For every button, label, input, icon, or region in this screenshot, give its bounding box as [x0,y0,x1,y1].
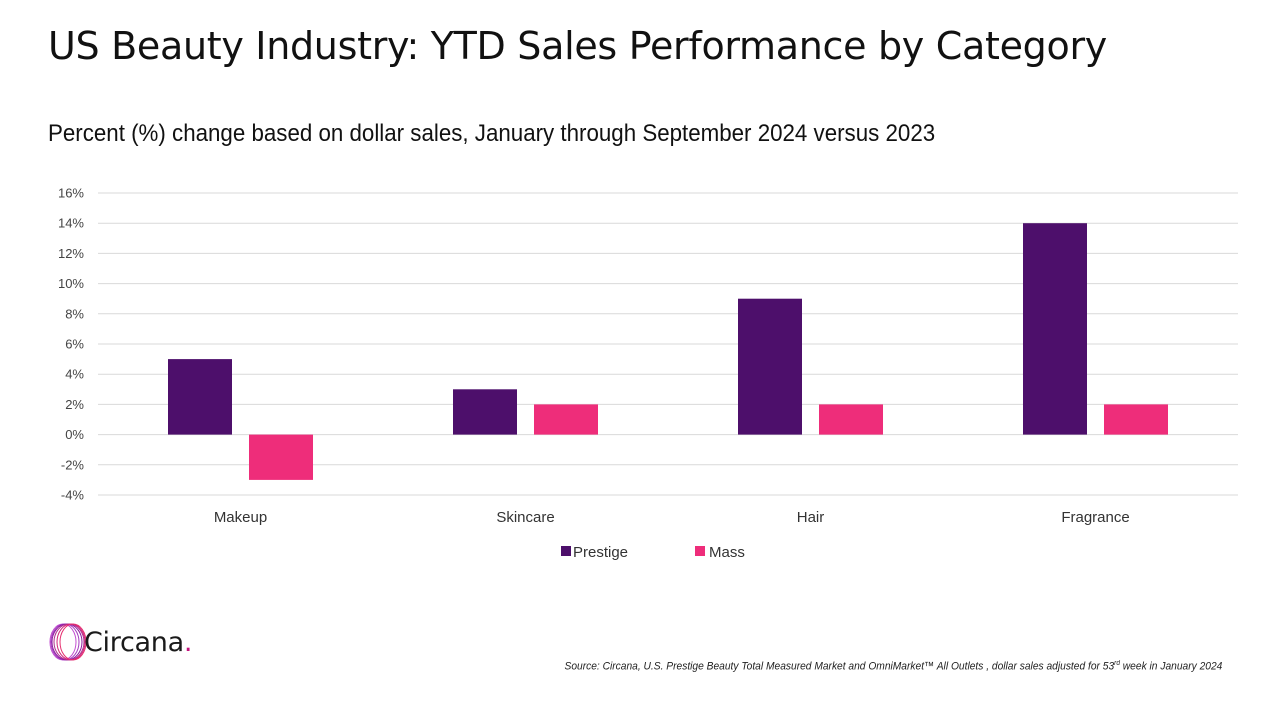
legend-swatch-mass [695,546,705,556]
y-tick-label: 16% [58,186,84,201]
circana-logo-dot: . [183,626,193,658]
y-tick-label: 0% [65,427,84,442]
y-tick-label: -2% [61,457,85,472]
bar-mass-hair [819,404,883,435]
circana-logo-mark-icon [49,623,87,661]
source-text-end: week in January 2024 [1119,660,1222,673]
bar-mass-makeup [249,434,313,480]
chart-title: US Beauty Industry: YTD Sales Performanc… [48,24,1107,68]
legend: Prestige Mass [561,544,745,561]
source-superscript: rd [1113,660,1120,667]
circana-logo-text: Circana [84,626,184,658]
y-tick-label: -4% [61,488,85,503]
y-tick-label: 2% [65,397,84,412]
source-note: Source: Circana, U.S. Prestige Beauty To… [564,660,1222,673]
y-tick-label: 10% [58,276,84,291]
bar-prestige-fragrance [1023,223,1087,435]
chart-subtitle: Percent (%) change based on dollar sales… [48,120,936,147]
legend-swatch-prestige [561,546,571,556]
x-category-label: Skincare [496,509,554,526]
x-category-label: Hair [797,509,825,526]
bar-prestige-makeup [168,359,232,435]
y-tick-label: 4% [65,367,84,382]
bar-prestige-hair [738,298,802,435]
x-axis-categories: Makeup Skincare Hair Fragrance [214,509,1130,526]
y-tick-label: 12% [58,246,84,261]
x-category-label: Fragrance [1061,509,1129,526]
legend-label-prestige: Prestige [573,544,628,561]
y-tick-label: 8% [65,306,84,321]
y-tick-label: 14% [58,216,84,231]
bar-prestige-skincare [453,389,517,435]
circana-logo: Circana. [44,620,192,664]
x-category-label: Makeup [214,509,267,526]
y-tick-label: 6% [65,337,84,352]
bar-chart: -4% -2% 0% 2% 4% 6% 8% 10% 12% 14% 16% Makeup Skinc… [58,186,1238,561]
bars [168,223,1168,480]
bar-mass-skincare [534,404,598,435]
legend-label-mass: Mass [709,544,745,561]
bar-mass-fragrance [1104,404,1168,435]
source-text: Source: Circana, U.S. Prestige Beauty To… [564,660,1114,673]
y-axis-ticks: -4% -2% 0% 2% 4% 6% 8% 10% 12% 14% 16% [58,186,84,503]
